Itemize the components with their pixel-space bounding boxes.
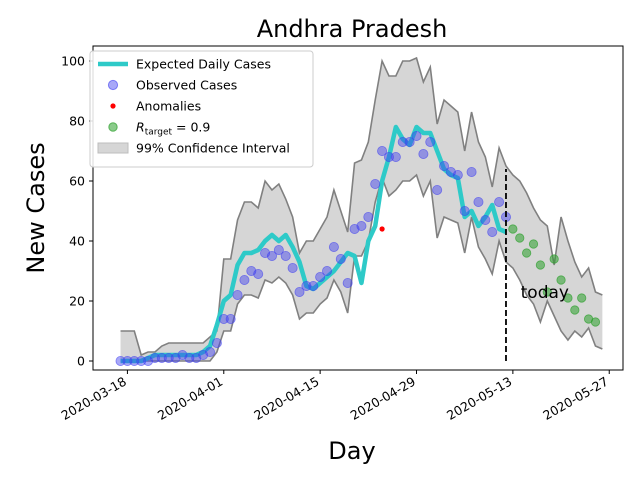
observed-point xyxy=(239,274,250,285)
observed-point xyxy=(287,262,298,273)
legend-label-sub: target xyxy=(145,128,173,138)
observed-point xyxy=(335,253,346,264)
forecast-point xyxy=(556,275,566,285)
observed-point xyxy=(232,289,243,300)
observed-point xyxy=(253,268,264,279)
observed-point xyxy=(494,196,505,207)
plot-area: today xyxy=(115,56,603,366)
legend-label: Anomalies xyxy=(136,99,201,114)
forecast-point xyxy=(515,233,525,243)
legend-observed-swatch xyxy=(107,79,119,91)
y-tick-label: 20 xyxy=(69,294,85,309)
observed-point xyxy=(425,136,436,147)
forecast-point xyxy=(508,224,518,234)
observed-point xyxy=(294,286,305,297)
confidence-upper-edge xyxy=(120,56,603,357)
observed-point xyxy=(308,280,319,291)
observed-point xyxy=(370,178,381,189)
y-tick-label: 0 xyxy=(77,354,85,369)
y-axis-label: New Cases xyxy=(22,142,50,273)
observed-point xyxy=(225,313,236,324)
legend-anomaly-swatch xyxy=(110,103,116,109)
observed-point xyxy=(459,205,470,216)
observed-point xyxy=(122,355,133,366)
observed-point xyxy=(383,151,394,162)
legend-label: 99% Confidence Interval xyxy=(136,141,290,156)
observed-point xyxy=(404,136,415,147)
forecast-point xyxy=(570,305,580,315)
y-tick-label: 100 xyxy=(61,54,85,69)
observed-point xyxy=(363,211,374,222)
observed-point xyxy=(115,355,126,366)
observed-point xyxy=(432,184,443,195)
legend-label: Expected Daily Cases xyxy=(136,57,271,72)
observed-point xyxy=(301,280,312,291)
forecast-point xyxy=(542,287,552,297)
confidence-lower-edge xyxy=(120,173,603,362)
observed-point xyxy=(184,352,195,363)
observed-point xyxy=(136,355,147,366)
today-annotation: today xyxy=(521,283,569,303)
observed-point xyxy=(205,346,216,357)
observed-point xyxy=(156,352,167,363)
forecast-point xyxy=(549,254,559,264)
observed-point xyxy=(149,352,160,363)
legend-label-tail: = 0.9 xyxy=(172,120,210,135)
observed-point xyxy=(356,220,367,231)
observed-point xyxy=(273,244,284,255)
observed-point xyxy=(129,355,140,366)
observed-point xyxy=(342,277,353,288)
observed-point xyxy=(211,337,222,348)
observed-point xyxy=(377,145,388,156)
forecast-point xyxy=(535,260,546,270)
observed-point xyxy=(452,169,463,180)
x-axis-label: Day xyxy=(328,437,375,465)
observed-point xyxy=(315,271,326,282)
observed-point xyxy=(280,250,291,261)
observed-point xyxy=(397,136,408,147)
legend-forecast-swatch xyxy=(108,122,118,132)
observed-point xyxy=(473,196,484,207)
plot-content xyxy=(115,56,603,366)
observed-point xyxy=(411,130,422,141)
observed-point xyxy=(480,214,491,225)
observed-point xyxy=(322,265,333,276)
legend: Expected Daily Cases Observed Cases Anomal… xyxy=(89,50,314,168)
observed-point xyxy=(328,241,339,252)
observed-point xyxy=(163,352,174,363)
forecast-point xyxy=(563,293,573,303)
y-tick-label: 60 xyxy=(69,174,85,189)
observed-point xyxy=(218,313,229,324)
observed-point xyxy=(266,250,277,261)
forecast-point xyxy=(528,239,539,249)
observed-point xyxy=(439,160,450,171)
observed-point xyxy=(466,166,477,177)
legend-band-swatch xyxy=(97,142,129,154)
forecast-point xyxy=(577,293,587,303)
expected-cases-line xyxy=(120,124,507,364)
anomaly-point xyxy=(379,226,385,232)
legend-label: Observed Cases xyxy=(136,78,237,93)
observed-point xyxy=(390,151,401,162)
axes-frame xyxy=(92,45,624,371)
forecast-point xyxy=(590,317,601,327)
forecast-point xyxy=(522,248,532,258)
chart-title: Andhra Pradesh xyxy=(257,15,448,43)
confidence-band xyxy=(120,58,603,361)
observed-point xyxy=(418,148,429,159)
legend-label-main: R xyxy=(136,120,145,135)
legend-box xyxy=(89,50,314,168)
observed-point xyxy=(487,226,498,237)
y-tick-label: 40 xyxy=(69,234,85,249)
y-tick-label: 80 xyxy=(69,114,85,129)
legend-label: Rtarget = 0.9 xyxy=(136,120,210,138)
